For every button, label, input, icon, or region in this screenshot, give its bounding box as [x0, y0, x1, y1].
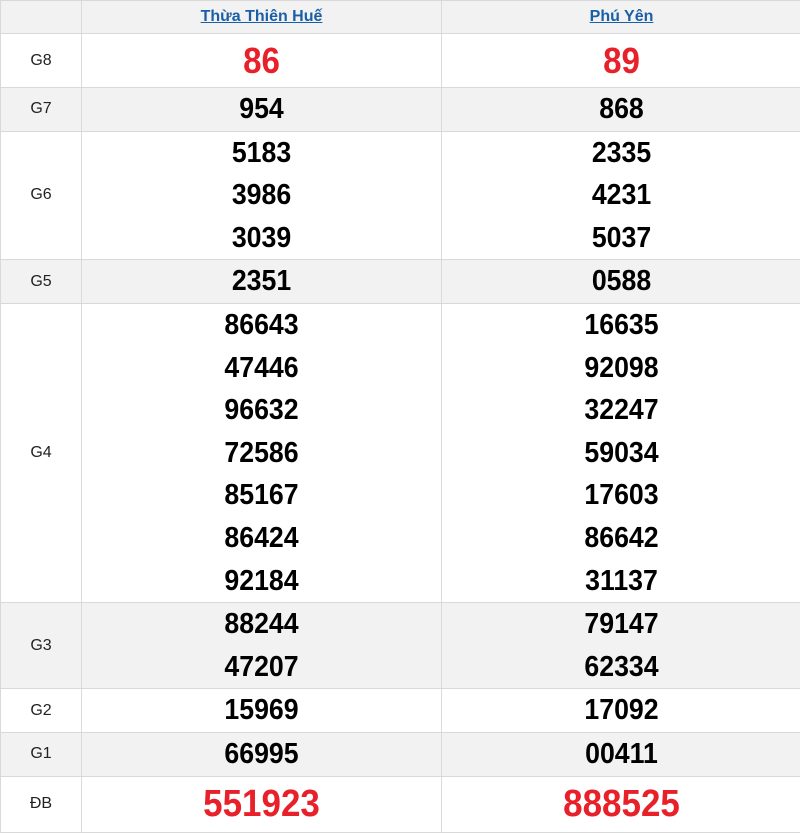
- prize-label: G2: [1, 689, 82, 733]
- result-cell: 86: [82, 34, 442, 88]
- result-cell: 00411: [442, 732, 800, 776]
- result-number: 17603: [456, 474, 786, 517]
- result-number: 59034: [456, 432, 786, 475]
- prize-label: G4: [1, 303, 82, 602]
- prize-label: G8: [1, 34, 82, 88]
- result-number: 92098: [456, 347, 786, 390]
- result-cell: 66995: [82, 732, 442, 776]
- result-number: 551923: [96, 777, 426, 832]
- result-number: 86643: [96, 304, 426, 347]
- province-link-thua-thien-hue[interactable]: Thừa Thiên Huế: [201, 8, 323, 25]
- result-number: 72586: [96, 432, 426, 475]
- result-number: 86642: [456, 517, 786, 560]
- province-header: Thừa Thiên Huế: [82, 1, 442, 34]
- result-cell: 17092: [442, 689, 800, 733]
- result-number: 92184: [96, 560, 426, 603]
- prize-label: G7: [1, 88, 82, 132]
- result-number: 2351: [96, 260, 426, 303]
- result-number: 31137: [456, 560, 786, 603]
- result-number: 2335: [456, 132, 786, 175]
- result-number: 954: [96, 88, 426, 131]
- result-number: 16635: [456, 304, 786, 347]
- result-number: 4231: [456, 174, 786, 217]
- result-cell: 0588: [442, 260, 800, 304]
- result-number: 47446: [96, 347, 426, 390]
- result-cell: 888525: [442, 776, 800, 832]
- result-number: 17092: [456, 689, 786, 732]
- result-number: 15969: [96, 689, 426, 732]
- result-number: 88244: [96, 603, 426, 646]
- result-number: 96632: [96, 389, 426, 432]
- prize-row-g1: G1 66995 00411: [1, 732, 800, 776]
- prize-label: ĐB: [1, 776, 82, 832]
- result-cell: 954: [82, 88, 442, 132]
- result-number: 66995: [96, 733, 426, 776]
- header-corner: [1, 1, 82, 34]
- result-number: 888525: [456, 777, 786, 832]
- prize-row-g7: G7 954 868: [1, 88, 800, 132]
- result-number: 00411: [456, 733, 786, 776]
- result-cell: 89: [442, 34, 800, 88]
- prize-label: G3: [1, 603, 82, 689]
- prize-row-db: ĐB 551923 888525: [1, 776, 800, 832]
- prize-label: G1: [1, 732, 82, 776]
- prize-row-g5: G5 2351 0588: [1, 260, 800, 304]
- prize-row-g2: G2 15969 17092: [1, 689, 800, 733]
- result-number: 5183: [96, 132, 426, 175]
- result-number: 32247: [456, 389, 786, 432]
- result-cell: 15969: [82, 689, 442, 733]
- result-cell: 551923: [82, 776, 442, 832]
- header-row: Thừa Thiên Huế Phú Yên: [1, 1, 800, 34]
- result-number: 5037: [456, 217, 786, 260]
- result-number: 89: [456, 34, 786, 87]
- prize-label: G5: [1, 260, 82, 304]
- prize-label: G6: [1, 131, 82, 260]
- result-number: 868: [456, 88, 786, 131]
- result-number: 0588: [456, 260, 786, 303]
- prize-row-g8: G8 86 89: [1, 34, 800, 88]
- province-header: Phú Yên: [442, 1, 800, 34]
- result-number: 3986: [96, 174, 426, 217]
- result-number: 79147: [456, 603, 786, 646]
- result-cell: 2351: [82, 260, 442, 304]
- result-number: 3039: [96, 217, 426, 260]
- result-number: 86: [96, 34, 426, 87]
- result-cell: 868: [442, 88, 800, 132]
- result-number: 62334: [456, 646, 786, 689]
- result-number: 86424: [96, 517, 426, 560]
- province-link-phu-yen[interactable]: Phú Yên: [590, 8, 654, 25]
- result-number: 47207: [96, 646, 426, 689]
- result-number: 85167: [96, 474, 426, 517]
